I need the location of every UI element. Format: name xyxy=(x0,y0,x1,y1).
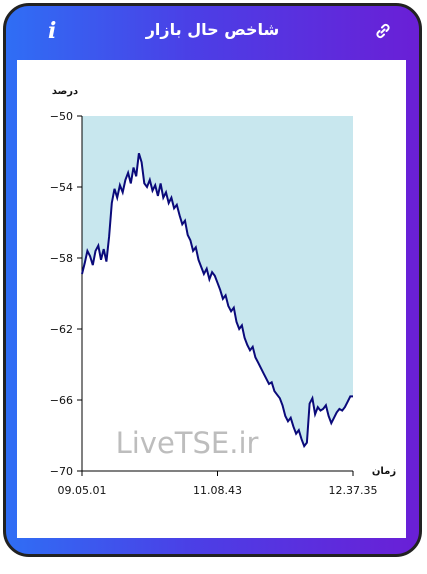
x-tick-label: 12.37.35 xyxy=(329,484,378,497)
watermark-text: LiveTSE.ir xyxy=(116,426,259,460)
chart-svg: −50 −54 −58 −62 −66 −70 09.05.01 11.08.43 12.37… xyxy=(50,86,397,497)
y-tick-label: −62 xyxy=(50,323,73,336)
y-tick-label: −70 xyxy=(50,465,73,478)
x-tick-label: 09.05.01 xyxy=(58,484,107,497)
y-tick-label: −66 xyxy=(50,394,73,407)
x-axis-label: زمان xyxy=(372,466,396,477)
y-tick-label: −54 xyxy=(50,181,73,194)
header-bar: i شاخص حال بازار xyxy=(6,6,419,60)
chart-panel: −50 −54 −58 −62 −66 −70 09.05.01 11.08.43 12.37… xyxy=(17,60,406,538)
link-icon[interactable] xyxy=(375,23,391,43)
y-tick-label: −58 xyxy=(50,252,73,265)
y-tick-label: −50 xyxy=(50,110,73,123)
x-tick-label: 11.08.43 xyxy=(193,484,242,497)
page-title: شاخص حال بازار xyxy=(145,20,280,39)
info-icon[interactable]: i xyxy=(48,18,57,44)
app-frame: i شاخص حال بازار −50 −54 −58 −62 −66 −70 09.0… xyxy=(3,3,422,557)
y-axis-label: درصد xyxy=(52,86,78,97)
chart-series-line xyxy=(81,153,353,449)
